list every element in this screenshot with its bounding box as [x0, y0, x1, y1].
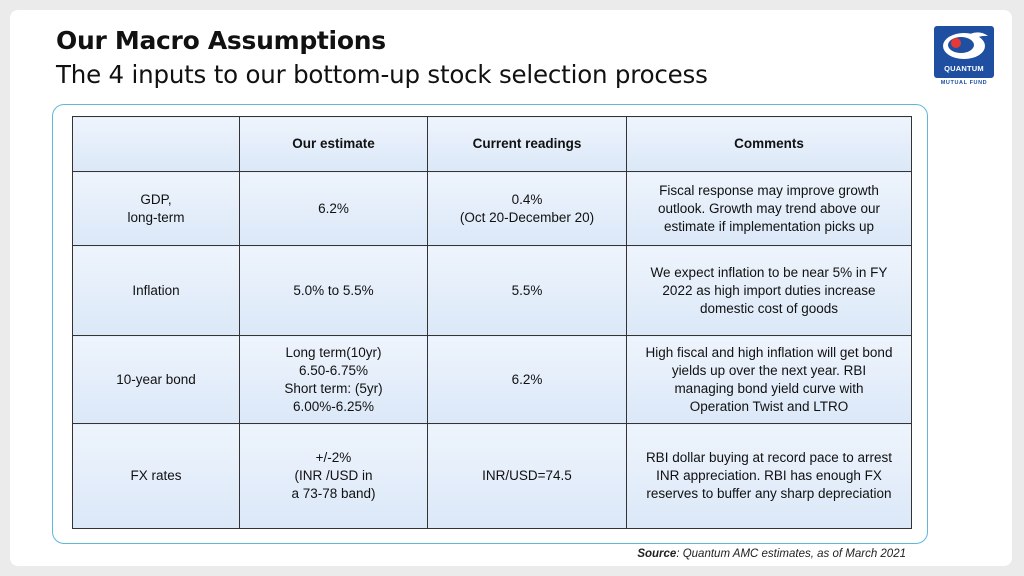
cell-line: 5.0% to 5.5% [293, 282, 374, 298]
cell-line: (INR /USD in [294, 468, 373, 483]
table-cell-comments: Fiscal response may improve growth outloo… [626, 171, 912, 246]
source-note: Source: Quantum AMC estimates, as of Mar… [637, 548, 906, 560]
table-cell-current: 6.2% [427, 335, 627, 424]
cell-line: managing bond yield curve with [674, 380, 864, 396]
cell-line: Operation Twist and LTRO [689, 398, 849, 414]
cell-line: (Oct 20-December 20) [459, 209, 595, 225]
cell-line: a 73-78 band) [291, 486, 376, 501]
cell-line: GDP, [140, 191, 172, 207]
table-header-row: Our estimate Current readings Comments [72, 116, 912, 172]
cell-line: 10-year bond [116, 371, 196, 387]
cell-line: domestic cost of goods [699, 300, 839, 316]
table-cell-label: Inflation [72, 245, 240, 336]
cell-line: 0.4% [511, 191, 543, 207]
cell-line: 6.2% [318, 200, 349, 216]
logo-swoosh-icon [943, 32, 988, 59]
logo-wordmark: QUANTUM [944, 64, 984, 73]
cell-line: reserves to buffer any sharp depreciatio… [646, 486, 892, 501]
table-cell-label: GDP, long-term [72, 171, 240, 246]
table-cell-estimate: 6.2% [239, 171, 428, 246]
table-cell-comments: High fiscal and high inflation will get … [626, 335, 912, 424]
page-title: Our Macro Assumptions [56, 26, 386, 55]
header-cell-blank [72, 116, 240, 172]
cell-line: Long term(10yr) [285, 344, 382, 360]
table-cell-label: FX rates [72, 423, 240, 529]
cell-line: INR appreciation. RBI has enough FX [656, 468, 882, 483]
cell-line: High fiscal and high inflation will get … [645, 344, 893, 360]
cell-line: 6.2% [511, 371, 543, 387]
cell-line: 5.5% [511, 282, 543, 298]
table-row: Inflation 5.0% to 5.5% 5.5% We expect infla… [72, 245, 912, 336]
cell-line: 6.00%-6.25% [292, 398, 375, 414]
cell-line: 6.50-6.75% [298, 362, 369, 378]
table-cell-current: 0.4% (Oct 20-December 20) [427, 171, 627, 246]
page-subtitle: The 4 inputs to our bottom-up stock sele… [56, 60, 708, 89]
table-cell-label: 10-year bond [72, 335, 240, 424]
logo-subtext: MUTUAL FUND [940, 80, 988, 86]
table-cell-estimate: 5.0% to 5.5% [239, 245, 428, 336]
cell-line: 2022 as high import duties increase [662, 282, 876, 298]
table-row: GDP, long-term 6.2% 0.4% (Oct 20-December 20… [72, 171, 912, 246]
cell-line: Fiscal response may improve growth [659, 182, 879, 198]
logo-box: QUANTUM [934, 26, 994, 78]
quantum-logo: QUANTUM MUTUAL FUND [934, 26, 994, 92]
table-cell-estimate: Long term(10yr) 6.50-6.75% Short term: (5y… [239, 335, 428, 424]
macro-assumptions-table: Our estimate Current readings Comments G… [72, 116, 912, 529]
table-cell-comments: RBI dollar buying at record pace to arre… [626, 423, 912, 529]
cell-line: long-term [127, 209, 185, 225]
table-cell-comments: We expect inflation to be near 5% in FY 2… [626, 245, 912, 336]
header-cell-our-estimate: Our estimate [239, 116, 428, 172]
source-text: : Quantum AMC estimates, as of March 202… [676, 548, 906, 560]
cell-line: +/-2% [315, 450, 352, 465]
cell-line: Inflation [132, 282, 180, 298]
cell-line: We expect inflation to be near 5% in FY [650, 264, 888, 280]
cell-line: INR/USD=74.5 [482, 468, 572, 483]
table-row: FX rates +/-2% (INR /USD in a 73-78 band) IN… [72, 423, 912, 529]
cell-line: RBI dollar buying at record pace to arre… [645, 450, 893, 465]
header-cell-comments: Comments [626, 116, 912, 172]
cell-line: FX rates [130, 468, 182, 483]
table-row: 10-year bond Long term(10yr) 6.50-6.75% Sho… [72, 335, 912, 424]
header-cell-current-readings: Current readings [427, 116, 627, 172]
source-label: Source [637, 548, 677, 560]
cell-line: estimate if implementation picks up [663, 218, 875, 234]
table-cell-current: 5.5% [427, 245, 627, 336]
table-cell-estimate: +/-2% (INR /USD in a 73-78 band) [239, 423, 428, 529]
cell-line: Short term: (5yr) [284, 380, 383, 396]
cell-line: outlook. Growth may trend above our [657, 200, 881, 216]
cell-line: yields up over the next year. RBI [671, 362, 867, 378]
table-cell-current: INR/USD=74.5 [427, 423, 627, 529]
